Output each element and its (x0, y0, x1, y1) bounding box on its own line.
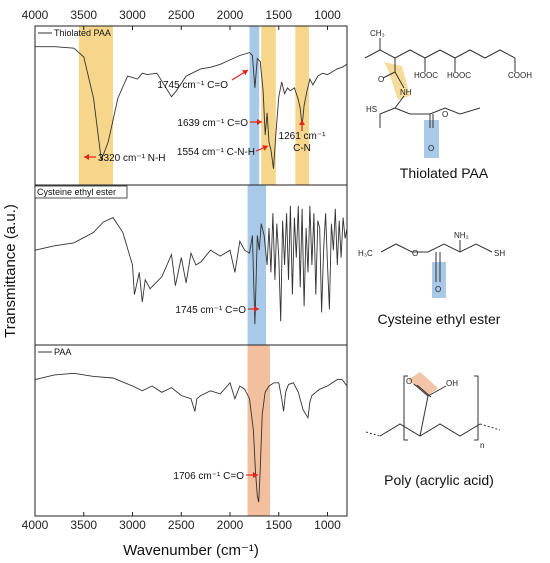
tick-label-bottom: 2000 (217, 518, 244, 532)
annotation-label: 3320 cm⁻¹ N-H (98, 153, 166, 164)
mol-label-h3c: H₃C (358, 249, 373, 258)
legend-label-cysteine: Cysteine ethyl ester (37, 187, 116, 197)
legend-label-thiolated: Thiolated PAA (54, 28, 111, 38)
mol-label-oh: OH (446, 379, 458, 388)
annotation-label: 1554 cm⁻¹ C-N-H (177, 147, 255, 158)
mol-name-cysteine: Cysteine ethyl ester (378, 311, 501, 327)
annotation-arrow-head (253, 472, 258, 478)
mol-label-cooh: COOH (508, 71, 532, 80)
tick-label-top: 2000 (217, 8, 244, 22)
tick-label-bottom: 1500 (265, 518, 292, 532)
x-axis-title: Wavenumber (cm⁻¹) (123, 542, 259, 559)
mol-label-sh: SH (494, 249, 505, 258)
molecule-paa: O OH n Poly (acrylic acid) (365, 372, 501, 488)
tick-label-top: 1000 (314, 8, 341, 22)
y-axis-title: Transmittance (a.u.) (2, 204, 19, 338)
annotation-label: 1261 cm⁻¹ (279, 131, 327, 142)
annotation-arrow-head (262, 145, 268, 151)
tick-label-top: 4000 (22, 8, 49, 22)
legend-thiolated: Thiolated PAA (38, 28, 111, 38)
highlight-band (249, 26, 260, 185)
legend-box-cysteine (34, 185, 128, 199)
mol-highlight-orange (408, 372, 438, 396)
mol-label-o3: O (442, 110, 448, 119)
mol-highlight-blue (424, 120, 439, 158)
mol-label-hs: HS (366, 105, 377, 114)
annotation-arrow-head (242, 70, 248, 76)
mol-label-hooc1: HOOC (414, 71, 438, 80)
mol-highlight-yellow (384, 62, 410, 100)
mol-label-nh: NH (400, 88, 412, 97)
mol-label-ch3: CH₃ (370, 29, 385, 38)
mol-label-o: O (406, 377, 412, 386)
spectrum-line (34, 205, 348, 325)
tick-label-bottom: 2500 (168, 518, 195, 532)
x-axis-ticks: 4000 4000 3500 3500 3000 3000 2500 2500 2000 2000… (22, 8, 342, 532)
plot-frame (34, 25, 348, 517)
mol-label-o-ester: O (412, 249, 418, 258)
tick-label-top: 3500 (70, 8, 97, 22)
annotation-arrow-head (254, 306, 259, 312)
mol-label-hooc2: HOOC (447, 71, 471, 80)
legend-label-paa: PAA (54, 347, 71, 357)
mol-label-o2: O (428, 144, 434, 153)
annotation-arrow-head (257, 119, 262, 125)
annotation-label: 1745 cm⁻¹ C=O (175, 305, 246, 316)
legend-paa: PAA (38, 347, 71, 357)
tick-label-bottom: 3500 (70, 518, 97, 532)
legend-cysteine: Cysteine ethyl ester (34, 185, 128, 199)
highlight-band (261, 26, 276, 185)
spectra-lines (34, 46, 348, 503)
tick-label-bottom: 1000 (314, 518, 341, 532)
tick-label-bottom: 4000 (22, 518, 49, 532)
annotation-label-2: C-N (293, 143, 311, 154)
highlight-band (78, 26, 113, 185)
mol-name-paa: Poly (acrylic acid) (384, 472, 494, 488)
tick-label-top: 1500 (265, 8, 292, 22)
highlight-band (295, 26, 309, 185)
annotation-label: 1745 cm⁻¹ C=O (157, 80, 228, 91)
mol-label-o1: O (378, 75, 384, 84)
spectrum-line (35, 46, 348, 169)
molecule-cysteine: H₃C O NH₂ SH O Cysteine ethyl ester (358, 231, 505, 327)
tick-label-top: 3000 (119, 8, 146, 22)
tick-label-bottom: 3000 (119, 518, 146, 532)
annotation-arrow-head (299, 120, 305, 125)
mol-label-o-carbonyl: O (435, 285, 441, 294)
mol-name-thiolated-paa: Thiolated PAA (400, 165, 489, 181)
spectrum-line (34, 372, 348, 503)
mol-label-n: n (480, 441, 484, 450)
highlight-bands (78, 26, 309, 516)
annotation-label: 1706 cm⁻¹ C=O (173, 471, 244, 482)
annotation-arrow-head (84, 154, 89, 160)
peak-annotations: 3320 cm⁻¹ N-H 1745 cm⁻¹ C=O 1639 cm⁻¹ C=O 1… (84, 69, 327, 482)
highlight-band (247, 345, 270, 516)
mol-label-nh2: NH₂ (454, 231, 469, 240)
annotation-label: 1639 cm⁻¹ C=O (177, 118, 248, 129)
tick-label-top: 2500 (168, 8, 195, 22)
molecule-thiolated-paa: CH₃ O NH HOOC HOOC COOH HS O O Thiolated… (364, 29, 532, 181)
